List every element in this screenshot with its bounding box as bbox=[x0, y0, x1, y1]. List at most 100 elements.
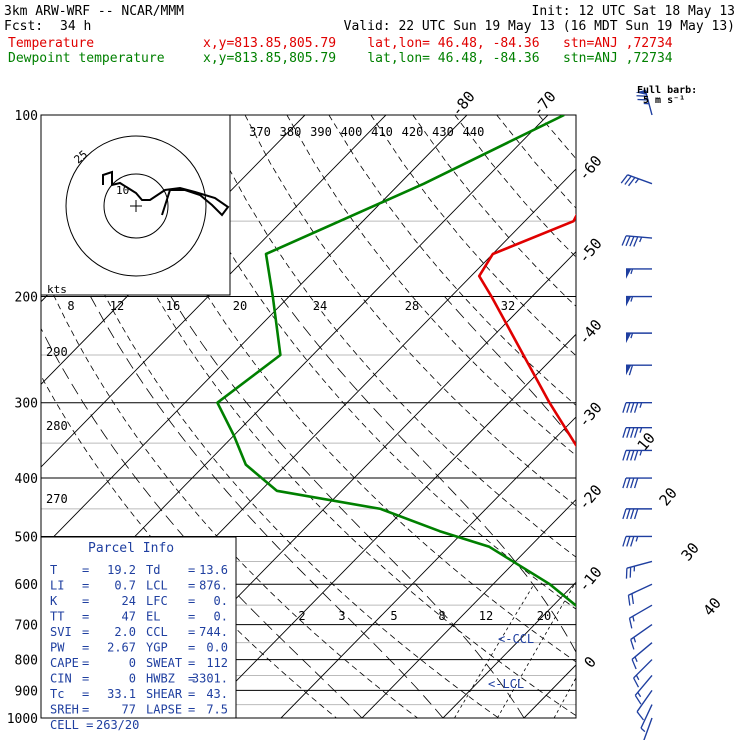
parcel-value: 2.0 bbox=[114, 625, 136, 639]
parcel-equals: = bbox=[82, 579, 89, 593]
valid-time: Valid: 22 UTC Sun 19 May 13 (16 MDT Sun … bbox=[344, 19, 735, 34]
barb-half-feather bbox=[633, 637, 637, 643]
pressure-tick-label: 400 bbox=[15, 472, 38, 487]
temperature-tick-label: -60 bbox=[575, 152, 606, 184]
barb-feather bbox=[626, 477, 631, 489]
parcel-label: SWEAT bbox=[146, 656, 182, 670]
dry-adiabat bbox=[370, 115, 576, 357]
dry-adiabat bbox=[244, 115, 576, 507]
dry-adiabat bbox=[41, 265, 418, 718]
parcel-value: 47 bbox=[122, 610, 136, 624]
dry-adiabat bbox=[665, 115, 740, 718]
wind-barb bbox=[633, 659, 653, 688]
parcel-label: CIN bbox=[50, 672, 72, 686]
parcel-equals: = bbox=[188, 563, 195, 577]
parcel-value: 0.7 bbox=[114, 579, 136, 593]
mixing-ratio-line bbox=[609, 584, 680, 718]
hodograph: 10 25 kts bbox=[40, 114, 231, 296]
pressure-tick-label: 800 bbox=[15, 654, 38, 669]
mixing-ratio-line bbox=[724, 584, 740, 718]
theta-label: 390 bbox=[310, 125, 332, 139]
wind-barb bbox=[630, 624, 653, 650]
barb-feather bbox=[624, 175, 632, 185]
parcel-equals: = bbox=[188, 687, 195, 701]
wind-barb bbox=[636, 690, 653, 721]
dry-adiabat bbox=[202, 115, 576, 558]
forecast-hour: 34 h bbox=[60, 19, 91, 34]
wind-barb bbox=[626, 364, 652, 376]
parcel-value: 0.0 bbox=[206, 641, 228, 655]
barb-staff bbox=[634, 674, 653, 696]
pressure-tick-label: 600 bbox=[15, 578, 38, 593]
hodograph-scale-label: 20 bbox=[233, 299, 247, 313]
parcel-equals: = bbox=[188, 579, 195, 593]
barb-half-feather bbox=[639, 427, 643, 433]
dewpoint-location: x,y=813.85,805.79 lat,lon= 46.48, -84.36… bbox=[203, 51, 673, 66]
barb-staff bbox=[633, 659, 653, 679]
parcel-label: LCL bbox=[146, 579, 168, 593]
barb-feather bbox=[622, 508, 627, 520]
wind-barb bbox=[622, 449, 652, 461]
model-title: 3km ARW-WRF -- NCAR/MMM bbox=[4, 4, 184, 19]
wind-barb bbox=[627, 583, 653, 606]
parcel-info-box: Parcel Info T = 19.2 Td = 13.6 LI = 0.7 LCL = 876. K… bbox=[40, 536, 237, 732]
barb-units-label: 5 m s⁻¹ bbox=[643, 95, 685, 106]
temperature-tick-label: 30 bbox=[677, 539, 702, 564]
isotherm bbox=[41, 115, 387, 468]
barb-feather bbox=[631, 593, 635, 605]
wind-barb bbox=[622, 402, 652, 413]
barb-staff bbox=[626, 235, 653, 239]
barb-half-feather bbox=[639, 236, 643, 243]
theta-label: 410 bbox=[371, 125, 393, 139]
wind-barb bbox=[622, 426, 652, 438]
parcel-label: SVI bbox=[50, 625, 72, 639]
barb-feather bbox=[636, 711, 645, 721]
left-theta-label: 270 bbox=[46, 492, 68, 506]
mixing-ratio-line bbox=[553, 676, 576, 718]
barb-feather bbox=[633, 677, 640, 688]
parcel-value: 0 bbox=[129, 656, 136, 670]
parcel-value: 112 bbox=[206, 656, 228, 670]
barb-feather bbox=[622, 402, 627, 413]
parcel-label: SHEAR bbox=[146, 687, 183, 701]
wind-barb bbox=[643, 717, 653, 740]
mixing-ratio-label: 20 bbox=[537, 609, 551, 623]
parcel-equals: = bbox=[188, 672, 195, 686]
barb-staff bbox=[628, 583, 653, 596]
barb-half-feather bbox=[635, 536, 639, 542]
parcel-equals: = bbox=[82, 625, 89, 639]
parcel-equals: = bbox=[82, 641, 89, 655]
hodograph-ring-25 bbox=[65, 135, 207, 277]
barb-feather bbox=[621, 235, 627, 246]
theta-label: 380 bbox=[280, 125, 302, 139]
barb-feather bbox=[629, 236, 635, 247]
hodograph-scale-label: 12 bbox=[110, 299, 124, 313]
parcel-label: YGP bbox=[146, 641, 168, 655]
parcel-equals: = bbox=[82, 703, 89, 717]
barb-half-feather bbox=[634, 656, 638, 662]
barb-staff bbox=[643, 717, 653, 740]
parcel-value: 744. bbox=[199, 625, 228, 639]
moist-adiabat bbox=[444, 296, 576, 445]
hodograph-ring-10 bbox=[103, 173, 169, 239]
parcel-value: 13.6 bbox=[199, 563, 228, 577]
wind-barb bbox=[640, 704, 653, 733]
dewpoint-legend: Dewpoint temperature bbox=[8, 51, 165, 66]
theta-label: 430 bbox=[432, 125, 454, 139]
parcel-label: TT bbox=[50, 610, 64, 624]
parcel-label: K bbox=[50, 594, 58, 608]
pressure-tick-label: 700 bbox=[15, 619, 38, 634]
barb-pennant bbox=[626, 268, 632, 279]
barb-half-feather bbox=[632, 616, 635, 622]
barb-feather bbox=[630, 450, 635, 461]
barb-feather bbox=[627, 595, 631, 606]
barb-half-feather bbox=[639, 402, 643, 408]
parcel-info-title: Parcel Info bbox=[88, 541, 174, 556]
hodograph-scale-label: 16 bbox=[166, 299, 180, 313]
barb-staff bbox=[629, 604, 653, 619]
barb-half-feather bbox=[637, 692, 642, 698]
barb-feather bbox=[633, 477, 639, 489]
left-theta-label: 290 bbox=[46, 345, 68, 359]
dry-adiabat bbox=[118, 115, 576, 663]
parcel-label: LI bbox=[50, 579, 64, 593]
